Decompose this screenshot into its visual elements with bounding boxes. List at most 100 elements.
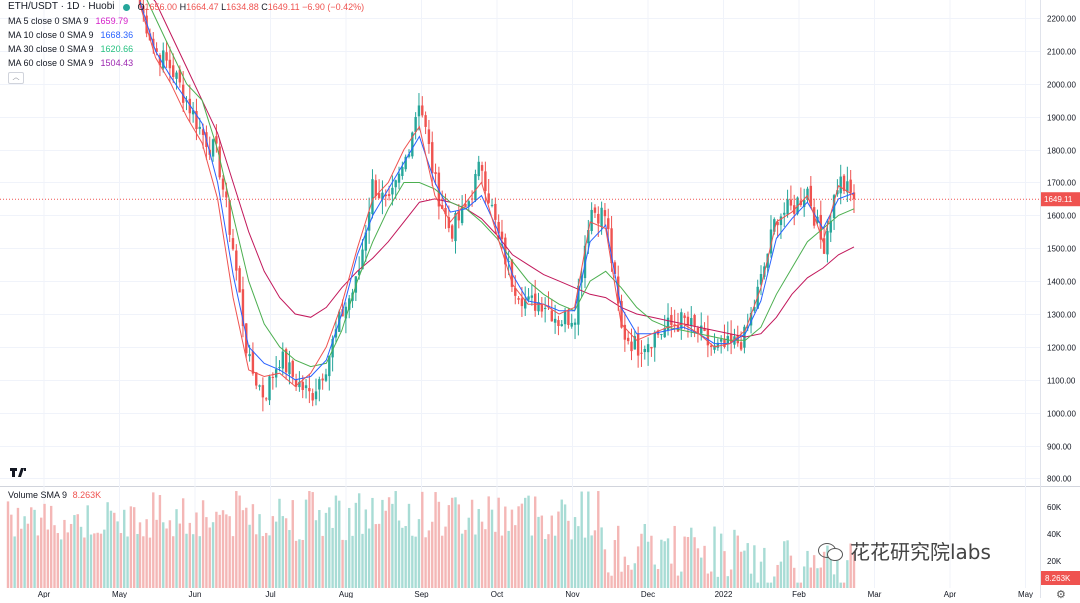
volume-bar bbox=[138, 522, 142, 588]
time-tick-label: Jul bbox=[265, 590, 275, 598]
last-price-badge bbox=[1041, 192, 1080, 207]
volume-bar bbox=[215, 511, 218, 588]
candle-body bbox=[487, 193, 490, 203]
candle-body bbox=[371, 179, 374, 215]
volume-bar bbox=[391, 503, 394, 588]
volume-bar bbox=[76, 514, 79, 588]
volume-bar bbox=[653, 564, 656, 588]
volume-bar bbox=[570, 539, 573, 588]
candle-body bbox=[819, 214, 822, 240]
volume-bar bbox=[686, 537, 690, 588]
candle-body bbox=[268, 376, 271, 401]
volume-bar bbox=[739, 551, 743, 588]
chevron-up-icon[interactable]: ︿ bbox=[8, 72, 24, 84]
volume-bar bbox=[6, 501, 10, 588]
volume-bar bbox=[520, 503, 524, 588]
volume-bar bbox=[816, 568, 819, 588]
candle-body bbox=[630, 341, 633, 352]
ma5-line[interactable] bbox=[139, 4, 855, 388]
volume-bar bbox=[341, 539, 344, 588]
volume-bar bbox=[304, 499, 308, 588]
volume-bar bbox=[773, 576, 776, 588]
volume-bar bbox=[113, 512, 116, 588]
volume-bar bbox=[228, 516, 231, 588]
volume-bar bbox=[155, 519, 158, 588]
gear-icon[interactable]: ⚙ bbox=[1056, 589, 1066, 601]
candle-body bbox=[248, 354, 251, 357]
candle-body bbox=[700, 325, 703, 334]
volume-bar bbox=[822, 551, 826, 588]
volume-bar bbox=[726, 576, 730, 588]
candle-body bbox=[384, 194, 387, 197]
volume-bar bbox=[497, 497, 500, 588]
volume-bar bbox=[617, 525, 620, 588]
volume-bar bbox=[20, 528, 23, 588]
volume-bar bbox=[417, 519, 421, 588]
volume-bar bbox=[136, 533, 139, 588]
ma10-line[interactable] bbox=[139, 1, 855, 381]
candle-body bbox=[168, 59, 172, 69]
tradingview-logo[interactable] bbox=[10, 467, 26, 479]
candle-body bbox=[411, 132, 414, 157]
volume-bar bbox=[404, 526, 407, 588]
volume-bar bbox=[643, 524, 646, 588]
volume-legend-label[interactable]: Volume SMA 9 bbox=[8, 490, 68, 500]
time-tick-label: Aug bbox=[339, 590, 353, 598]
candle-body bbox=[324, 374, 328, 381]
volume-bar bbox=[384, 510, 387, 588]
candle-body bbox=[344, 306, 348, 319]
volume-bar bbox=[205, 517, 208, 588]
volume-bar bbox=[10, 514, 13, 588]
price-tick-label: 2100.00 bbox=[1047, 48, 1076, 57]
volume-bar bbox=[573, 517, 577, 588]
candle-body bbox=[673, 324, 676, 327]
time-tick-label: 2022 bbox=[715, 590, 733, 598]
volume-bar bbox=[261, 536, 265, 588]
candle-body bbox=[706, 328, 710, 346]
volume-bar bbox=[434, 492, 437, 588]
volume-bar bbox=[533, 496, 537, 588]
candle-body bbox=[773, 219, 776, 232]
volume-bar bbox=[666, 538, 670, 588]
candle-body bbox=[497, 221, 500, 234]
volume-bar bbox=[83, 537, 86, 588]
ma-legend-row[interactable]: MA 30 close 0 SMA 9 1620.66 bbox=[8, 42, 364, 56]
volume-bar bbox=[690, 527, 693, 588]
ma-legend-row[interactable]: MA 5 close 0 SMA 9 1659.79 bbox=[8, 14, 364, 28]
volume-bar bbox=[175, 509, 178, 588]
candle-body bbox=[477, 161, 480, 177]
candle-body bbox=[444, 207, 447, 215]
candle-body bbox=[776, 222, 779, 226]
candle-body bbox=[407, 154, 411, 157]
volume-bar bbox=[148, 537, 152, 588]
candle-body bbox=[590, 209, 593, 232]
volume-bar bbox=[198, 536, 201, 588]
time-tick-label: Sep bbox=[414, 590, 429, 598]
volume-bar bbox=[129, 506, 133, 588]
time-tick-label: Apr bbox=[944, 590, 957, 598]
volume-tick-label: 60K bbox=[1047, 503, 1062, 512]
volume-bar bbox=[474, 534, 477, 588]
symbol-label[interactable]: ETH/USDT · 1D · Huobi bbox=[8, 1, 115, 12]
volume-bar bbox=[278, 498, 281, 588]
volume-bar bbox=[713, 526, 716, 588]
volume-bar bbox=[680, 571, 683, 588]
ma-legend-row[interactable]: MA 60 close 0 SMA 9 1504.43 bbox=[8, 56, 364, 70]
volume-bar bbox=[324, 512, 328, 588]
ma-legend-row[interactable]: MA 10 close 0 SMA 9 1668.36 bbox=[8, 28, 364, 42]
candle-body bbox=[274, 369, 278, 378]
candle-body bbox=[517, 298, 520, 300]
volume-bar bbox=[63, 519, 66, 588]
candle-body bbox=[640, 352, 643, 354]
candle-body bbox=[158, 55, 162, 66]
candle-body bbox=[520, 298, 524, 307]
volume-bar bbox=[763, 547, 766, 588]
volume-bar bbox=[580, 491, 583, 588]
candle-body bbox=[719, 339, 723, 342]
ma-legend-value: 1668.36 bbox=[100, 30, 134, 40]
volume-bar bbox=[809, 567, 813, 588]
volume-bar bbox=[587, 491, 590, 588]
volume-bar bbox=[719, 533, 723, 588]
